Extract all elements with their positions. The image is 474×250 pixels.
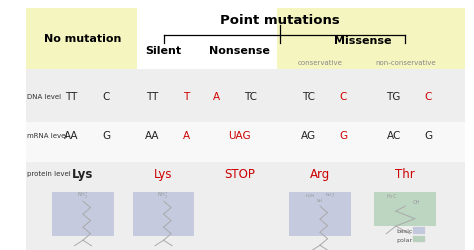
Bar — [413, 228, 425, 234]
Text: AG: AG — [301, 130, 316, 140]
Text: non-conservative: non-conservative — [375, 60, 436, 66]
Bar — [133, 192, 194, 236]
Bar — [26, 200, 465, 250]
Text: conservative: conservative — [298, 60, 342, 66]
Text: UAG: UAG — [228, 130, 251, 140]
Text: NH$_2^+$: NH$_2^+$ — [157, 190, 170, 200]
Text: protein level: protein level — [27, 171, 71, 177]
Text: polar: polar — [396, 237, 412, 242]
Text: STOP: STOP — [224, 167, 255, 180]
Text: DNA level: DNA level — [27, 93, 61, 99]
Text: C: C — [339, 91, 347, 101]
Text: Lys: Lys — [154, 167, 173, 180]
Text: TG: TG — [386, 91, 401, 101]
Text: G: G — [424, 130, 432, 140]
Text: Point mutations: Point mutations — [220, 14, 339, 27]
Text: AC: AC — [386, 130, 401, 140]
Text: T: T — [183, 91, 190, 101]
Bar — [26, 70, 465, 122]
Bar — [413, 236, 425, 242]
Text: C: C — [102, 91, 110, 101]
Bar — [26, 122, 465, 162]
Text: basic: basic — [396, 228, 412, 233]
Text: C: C — [425, 91, 432, 101]
Text: AA: AA — [145, 130, 159, 140]
Text: AA: AA — [64, 130, 79, 140]
Text: NH$_2^+$: NH$_2^+$ — [77, 190, 89, 200]
Text: NH: NH — [317, 198, 323, 202]
Bar — [289, 192, 351, 236]
Text: NH$_2^+$: NH$_2^+$ — [325, 190, 336, 199]
Text: TC: TC — [245, 91, 257, 101]
Bar — [26, 9, 137, 70]
Text: No mutation: No mutation — [44, 34, 122, 44]
Text: H$_2$N: H$_2$N — [305, 191, 314, 199]
Text: mRNA level: mRNA level — [27, 132, 67, 138]
Text: Missense: Missense — [334, 36, 392, 46]
Bar — [26, 162, 465, 200]
Text: A: A — [183, 130, 190, 140]
Bar — [374, 192, 436, 226]
Bar — [277, 9, 465, 70]
Text: A: A — [213, 91, 220, 101]
Text: Nonsense: Nonsense — [209, 46, 270, 56]
Text: TC: TC — [302, 91, 315, 101]
Bar — [52, 192, 114, 236]
Text: H$_3$C: H$_3$C — [386, 191, 398, 200]
Text: Arg: Arg — [310, 167, 330, 180]
Text: Thr: Thr — [395, 167, 415, 180]
Text: Silent: Silent — [146, 46, 182, 56]
Text: TT: TT — [146, 91, 158, 101]
Text: G: G — [339, 130, 347, 140]
Text: Lys: Lys — [72, 167, 94, 180]
Text: TT: TT — [65, 91, 78, 101]
Text: G: G — [102, 130, 110, 140]
Text: OH: OH — [413, 199, 420, 204]
